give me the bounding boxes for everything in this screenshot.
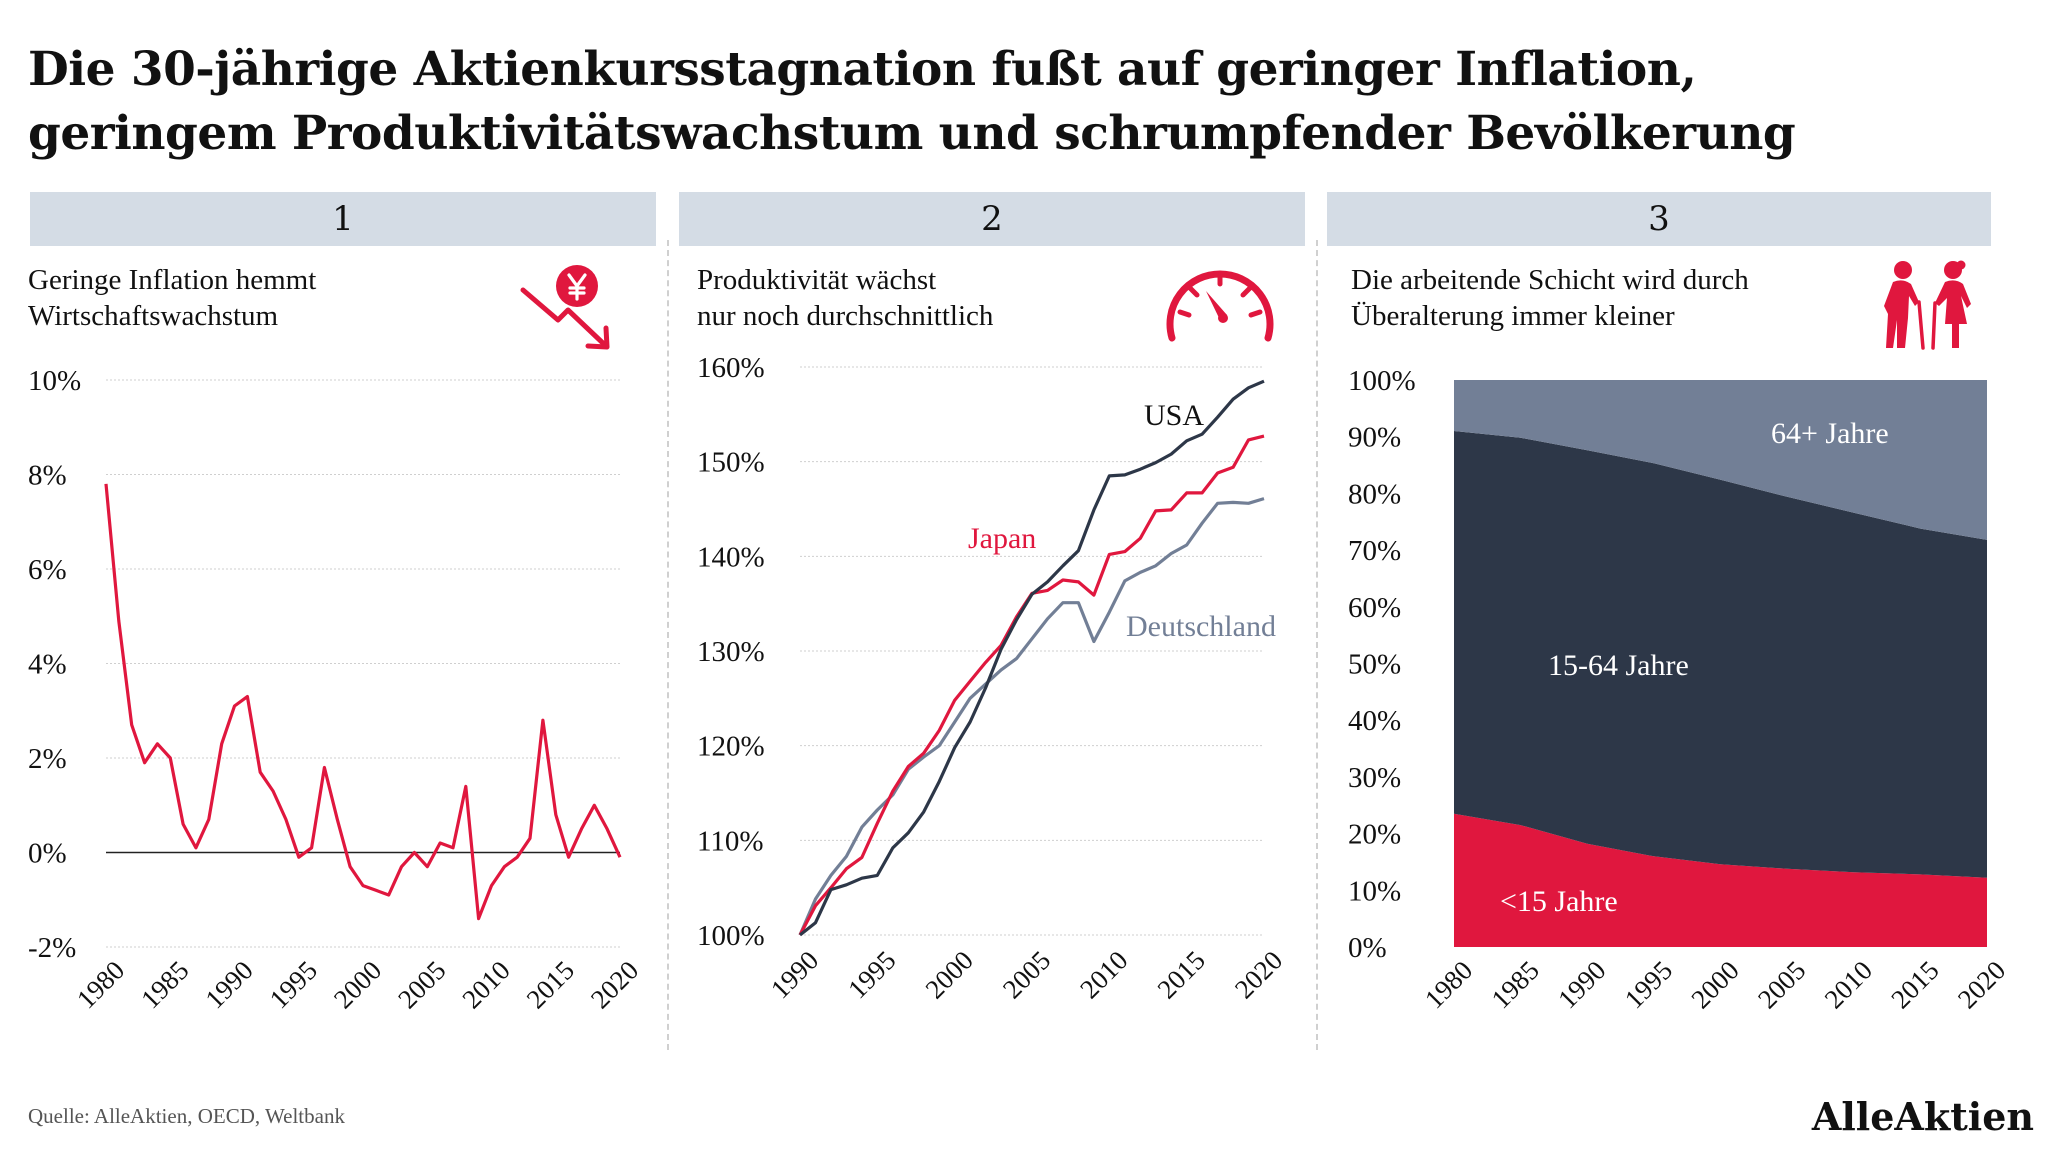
x-tick-label: 2015 xyxy=(1885,955,1944,1014)
panel-1-header: 1 xyxy=(30,192,656,246)
x-tick-label: 2010 xyxy=(1074,945,1133,1004)
y-tick-label: 140% xyxy=(697,541,765,573)
population-area-chart: 0% 10% 20% 30% 40% 50% 60% 70% 80% 90% 100% 1980 198… xyxy=(1348,365,2011,1014)
y-tick-label: 0% xyxy=(28,838,67,870)
panel-2-subtitle-line-1: Produktivität wächst xyxy=(697,264,937,296)
panel-3-subtitle-line-2: Überalterung immer kleiner xyxy=(1351,300,1675,332)
brand-logo: AlleAktien xyxy=(1811,1094,2034,1139)
panel-2-subtitle-line-2: nur noch durchschnittlich xyxy=(697,300,994,332)
series-label-deutschland: Deutschland xyxy=(1126,610,1276,643)
y-tick-label: 40% xyxy=(1348,705,1401,737)
y-tick-label: 100% xyxy=(697,920,765,952)
y-tick-label: 160% xyxy=(697,352,765,384)
x-tick-label: 2000 xyxy=(328,955,387,1014)
x-tick-label: 2005 xyxy=(392,955,451,1014)
y-tick-label: 80% xyxy=(1348,478,1401,510)
panel-1-subtitle: Geringe Inflation hemmt Wirtschaftswachs… xyxy=(28,262,548,334)
y-tick-label: 6% xyxy=(28,554,67,586)
inflation-series-line xyxy=(104,483,622,921)
series-line-usa xyxy=(799,379,1265,937)
panel-2-subtitle: Produktivität wächst nur noch durchschni… xyxy=(697,262,1217,334)
panel-1-subtitle-line-2: Wirtschaftswachstum xyxy=(28,300,279,332)
series-line-japan xyxy=(798,434,1265,936)
x-tick-label: 1995 xyxy=(842,945,901,1004)
x-tick-label: 1995 xyxy=(1619,955,1678,1014)
y-tick-label: 20% xyxy=(1348,819,1401,851)
y-tick-label: 100% xyxy=(1348,365,1416,397)
x-tick-label: 2010 xyxy=(456,955,515,1014)
area-layer-64-jahre xyxy=(1454,380,1987,540)
panel-3-header: 3 xyxy=(1327,192,1991,246)
panel-1-subtitle-line-1: Geringe Inflation hemmt xyxy=(28,264,317,296)
panel-2-header: 2 xyxy=(679,192,1305,246)
x-tick-label: 2020 xyxy=(585,955,644,1014)
title-line-1: Die 30-jährige Aktienkursstagnation fußt… xyxy=(28,42,1697,97)
x-tick-label: 1985 xyxy=(135,955,194,1014)
y-tick-label: 2% xyxy=(28,743,67,775)
x-tick-label: 2020 xyxy=(1229,945,1288,1004)
x-tick-label: 2015 xyxy=(521,955,580,1014)
panel-3-subtitle: Die arbeitende Schicht wird durch Überal… xyxy=(1351,262,1911,334)
y-tick-label: 8% xyxy=(28,460,67,492)
x-tick-label: 1985 xyxy=(1485,955,1544,1014)
y-tick-label: 130% xyxy=(697,636,765,668)
area-layer-15-jahre xyxy=(1454,813,1987,947)
x-tick-label: 2005 xyxy=(997,945,1056,1004)
x-tick-label: 2000 xyxy=(920,945,979,1004)
y-tick-label: 30% xyxy=(1348,762,1401,794)
series-label-japan: Japan xyxy=(968,522,1036,555)
productivity-line-chart: 100% 110% 120% 130% 140% 150% 160% 1990 1995 2000… xyxy=(697,352,1288,1004)
source-note: Quelle: AlleAktien, OECD, Weltbank xyxy=(28,1104,345,1128)
series-line-deutschland xyxy=(798,497,1265,936)
y-tick-label: 150% xyxy=(697,447,765,479)
x-tick-label: 1990 xyxy=(1552,955,1611,1014)
page-title: Die 30-jährige Aktienkursstagnation fußt… xyxy=(28,38,1928,166)
y-tick-label: 10% xyxy=(1348,875,1401,907)
x-tick-label: 2015 xyxy=(1152,945,1211,1004)
yen-falling-arrow-icon xyxy=(520,265,610,350)
x-tick-label: 2000 xyxy=(1685,955,1744,1014)
y-tick-label: 10% xyxy=(28,365,81,397)
speedometer-icon xyxy=(1166,270,1274,342)
panel-3-subtitle-line-1: Die arbeitende Schicht wird durch xyxy=(1351,264,1749,296)
x-tick-label: 1980 xyxy=(71,955,130,1014)
x-tick-label: 2020 xyxy=(1952,955,2011,1014)
y-tick-label: 0% xyxy=(1348,932,1387,964)
panel-divider-1 xyxy=(667,240,669,1050)
x-tick-label: 1980 xyxy=(1419,955,1478,1014)
title-line-2: geringem Produktivitätswachstum und schr… xyxy=(28,106,1796,161)
y-tick-label: -2% xyxy=(28,932,76,964)
inflation-line-chart: -2% 0% 2% 4% 6% 8% 10% 1980 1985 1990 1995 2000 2005… xyxy=(28,365,644,1014)
series-label-usa: USA xyxy=(1144,399,1204,432)
y-tick-label: 70% xyxy=(1348,535,1401,567)
x-tick-label: 2005 xyxy=(1752,955,1811,1014)
x-tick-label: 1990 xyxy=(765,945,824,1004)
x-tick-label: 1995 xyxy=(264,955,323,1014)
y-tick-label: 60% xyxy=(1348,592,1401,624)
y-tick-label: 120% xyxy=(697,731,765,763)
y-tick-label: 110% xyxy=(697,825,764,857)
area-layer-15-64-jahre xyxy=(1454,431,1987,878)
x-tick-label: 1990 xyxy=(199,955,258,1014)
x-tick-label: 2010 xyxy=(1819,955,1878,1014)
elderly-couple-icon xyxy=(1884,260,1971,350)
y-tick-label: 50% xyxy=(1348,649,1401,681)
area-label-3: 64+ Jahre xyxy=(1771,417,1889,450)
panel-divider-2 xyxy=(1316,240,1318,1050)
y-tick-label: 4% xyxy=(28,649,67,681)
area-label-2: 15-64 Jahre xyxy=(1548,649,1689,682)
area-label-1: <15 Jahre xyxy=(1500,885,1618,918)
y-tick-label: 90% xyxy=(1348,422,1401,454)
